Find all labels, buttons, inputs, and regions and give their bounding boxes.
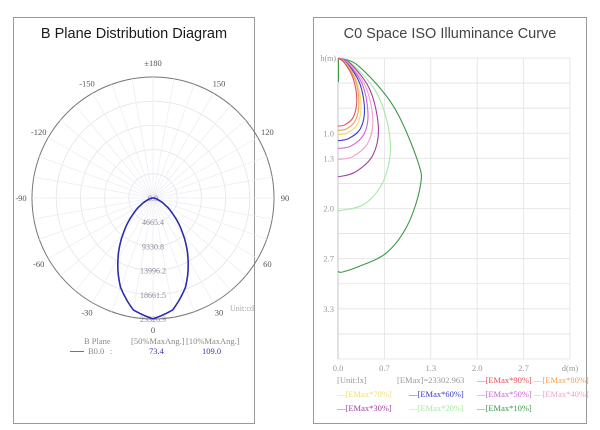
b-plane-title: B Plane Distribution Diagram xyxy=(40,26,228,42)
polar-spoke xyxy=(152,84,195,199)
iso-legend-item: —[EMax*90%] xyxy=(477,375,532,385)
polar-spoke xyxy=(39,156,154,199)
legend-separator: : xyxy=(110,346,113,356)
iso-series-80pct xyxy=(337,57,360,131)
polar-spoke xyxy=(48,137,154,199)
polar-spoke xyxy=(152,137,258,199)
unit-label: [Unit:lx] xyxy=(337,375,367,385)
iso-legend-item: —[EMax*70%] xyxy=(337,389,392,399)
legend-series-name: B0.0 xyxy=(88,346,105,356)
iso-series-90pct xyxy=(337,57,358,127)
iso-y-tick-label: 1.3 xyxy=(323,153,334,163)
polar-angle-label: -120 xyxy=(31,127,47,137)
legend-line-swatch xyxy=(70,351,84,352)
legend-header-plane: B Plane xyxy=(84,336,111,346)
polar-spoke xyxy=(39,197,154,240)
legend-value-10: 109.0 xyxy=(202,346,222,356)
polar-spoke xyxy=(74,105,154,199)
b-plane-panel: B Plane Distribution Diagram 0 30 60 90 120 1… xyxy=(13,17,289,424)
iso-legend-item: —[EMax*80%] xyxy=(534,375,589,385)
polar-spoke xyxy=(33,197,154,220)
iso-series-70pct xyxy=(337,57,362,136)
polar-spoke xyxy=(111,197,154,312)
polar-spoke xyxy=(152,93,214,199)
polar-spoke xyxy=(152,197,258,259)
iso-x-tick-label: 2.7 xyxy=(518,363,529,373)
polar-spoke xyxy=(152,197,195,312)
polar-angle-label: -60 xyxy=(33,259,44,269)
iso-legend-item: —[EMax*50%] xyxy=(477,389,532,399)
polar-radial-label: 9330.8 xyxy=(142,242,164,251)
polar-spoke xyxy=(152,156,267,199)
polar-angle-label: ±180 xyxy=(144,58,161,68)
polar-spoke xyxy=(92,197,154,303)
iso-series-30pct xyxy=(337,57,380,178)
legend-header-50: [50%MaxAng.] xyxy=(131,336,185,346)
polar-spoke xyxy=(131,78,154,199)
polar-angle-label: 30 xyxy=(215,307,224,317)
iso-chart: 0.0 0.7 1.3 2.0 2.7 d(m) 1.0 1.3 2.0 2.7 3.3 h(m) xyxy=(320,54,579,373)
polar-spoke xyxy=(131,197,154,318)
polar-angle-label: 90 xyxy=(281,193,290,203)
polar-spoke xyxy=(152,197,175,318)
polar-spoke xyxy=(152,119,246,199)
polar-spoke xyxy=(92,93,154,199)
polar-angle-label: -150 xyxy=(79,79,95,89)
iso-x-tick-label: 0.0 xyxy=(333,363,344,373)
polar-angle-label: 0 xyxy=(151,325,155,335)
polar-spoke xyxy=(152,197,246,277)
emax-label: [EMax]=23302.963 xyxy=(397,375,465,385)
iso-x-tick-label: 0.7 xyxy=(379,363,390,373)
polar-angle-label: 150 xyxy=(213,79,226,89)
iso-series-20pct xyxy=(337,57,392,212)
polar-spoke xyxy=(152,197,267,240)
iso-legend-item: —[EMax*40%] xyxy=(534,389,589,399)
iso-y-axis-label: h(m) xyxy=(320,54,336,63)
polar-series-b0 xyxy=(117,197,189,320)
polar-spoke xyxy=(60,119,154,199)
iso-legend-item: —[EMax*30%] xyxy=(337,403,392,413)
polar-angle-label: 60 xyxy=(263,259,272,269)
polar-spoke xyxy=(111,84,154,199)
polar-chart: 0306090120150±180-150-120-90-60-300.0466… xyxy=(15,58,289,335)
polar-spoke xyxy=(152,176,273,199)
polar-radial-label: 13996.2 xyxy=(140,267,166,276)
polar-spoke xyxy=(74,197,154,291)
polar-spoke xyxy=(152,105,232,199)
iso-y-tick-label: 3.3 xyxy=(323,304,334,314)
iso-series-40pct xyxy=(337,57,374,161)
iso-series-10pct xyxy=(337,57,423,273)
polar-radial-label: 18661.5 xyxy=(140,291,166,300)
iso-y-tick-label: 1.0 xyxy=(323,128,334,138)
polar-spoke xyxy=(152,78,175,199)
iso-legend-item: —[EMax*60%] xyxy=(409,389,464,399)
polar-unit-label: Unit:cd xyxy=(230,304,254,313)
polar-angle-label: -90 xyxy=(15,193,26,203)
iso-legend-item: —[EMax*20%] xyxy=(409,403,464,413)
polar-spoke xyxy=(152,197,232,291)
legend-header-10: [10%MaxAng.] xyxy=(186,336,240,346)
legend-value-50: 73.4 xyxy=(149,346,164,356)
iso-legend-item: —[EMax*10%] xyxy=(477,403,532,413)
iso-title: C0 Space ISO Illuminance Curve xyxy=(343,26,557,42)
iso-x-tick-label: 2.0 xyxy=(472,363,483,373)
iso-x-tick-label: 1.3 xyxy=(425,363,436,373)
polar-angle-label: 120 xyxy=(261,127,274,137)
polar-spoke xyxy=(152,197,273,220)
polar-angle-label: -30 xyxy=(81,307,92,317)
iso-y-tick-label: 2.7 xyxy=(323,254,334,264)
polar-spoke xyxy=(33,176,154,199)
polar-spoke xyxy=(60,197,154,277)
polar-radial-label: 4665.4 xyxy=(142,218,164,227)
iso-illuminance-panel: C0 Space ISO Illuminance Curve 0.0 0.7 1.3… xyxy=(313,17,589,424)
polar-spoke xyxy=(152,197,214,303)
polar-spoke xyxy=(48,197,154,259)
iso-x-axis-label: d(m) xyxy=(562,363,579,373)
iso-y-tick-label: 2.0 xyxy=(323,204,334,214)
